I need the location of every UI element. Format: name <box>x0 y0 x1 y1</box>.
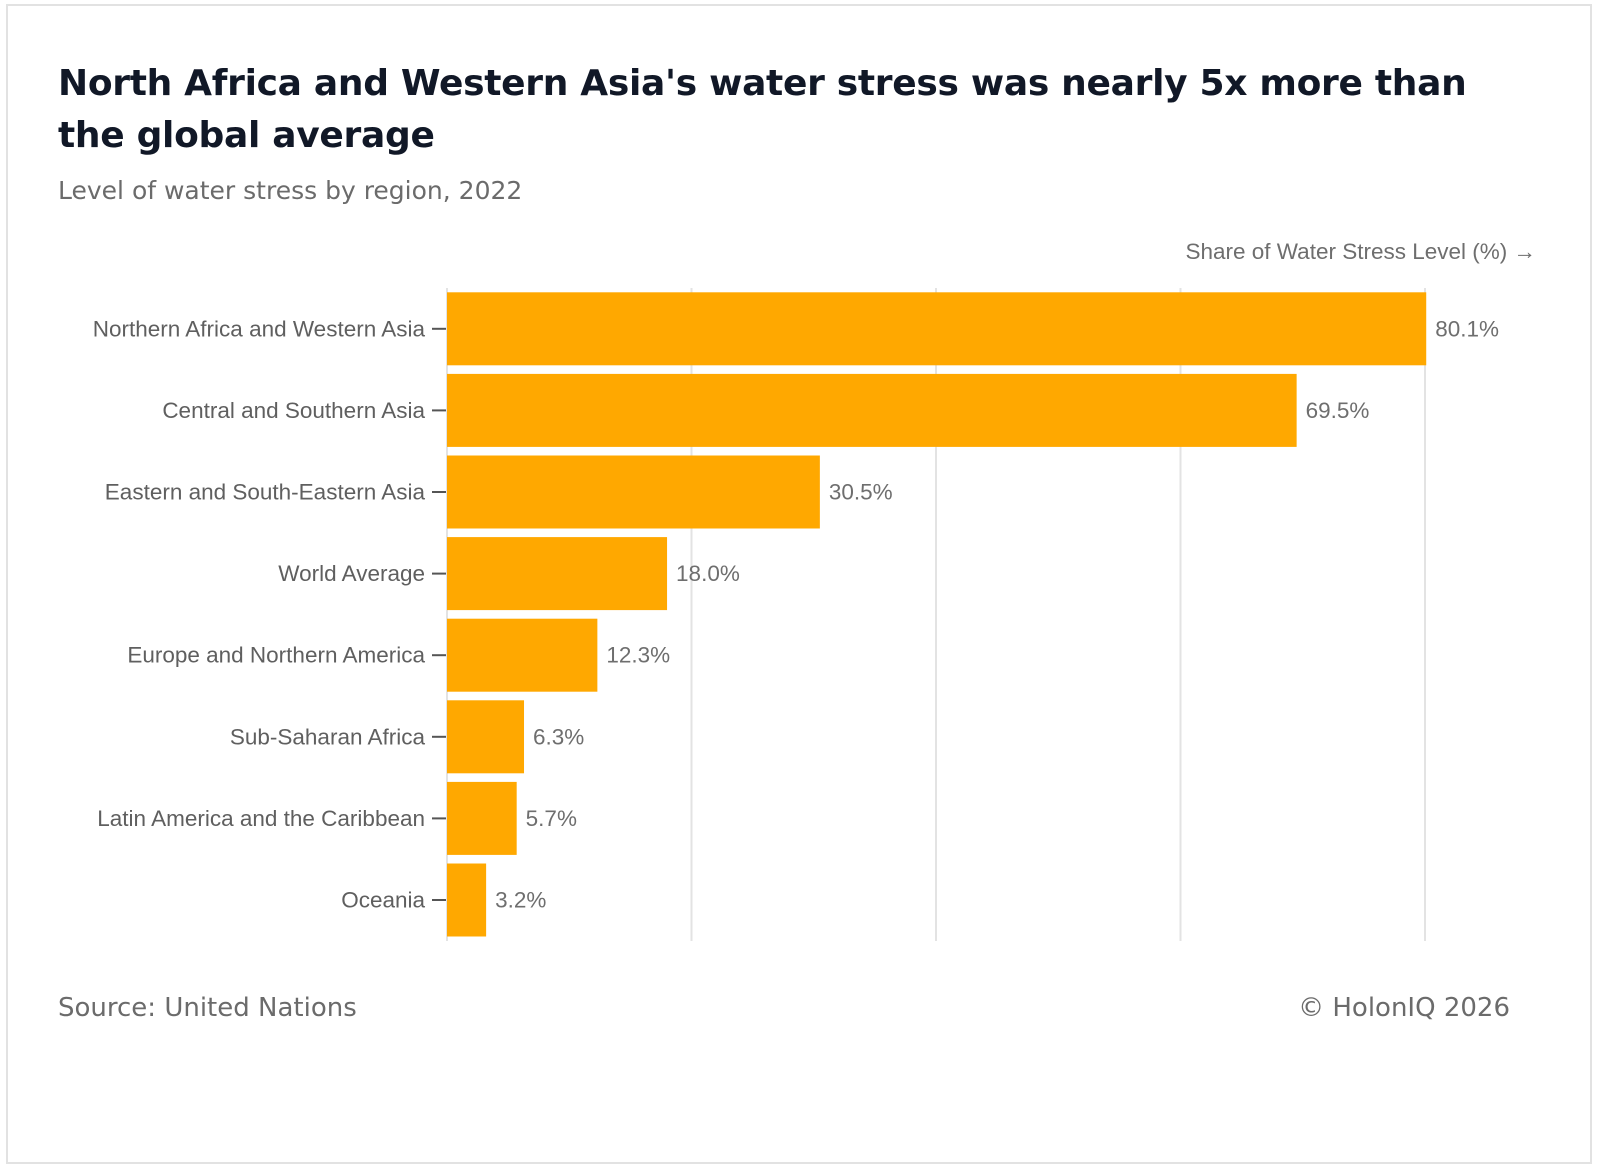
category-label: Central and Southern Asia <box>162 398 425 423</box>
category-label: Europe and Northern America <box>127 643 425 668</box>
category-label: Latin America and the Caribbean <box>97 806 425 831</box>
bar <box>447 700 525 774</box>
bar <box>447 537 668 611</box>
value-label: 5.7% <box>526 806 577 831</box>
value-label: 6.3% <box>533 724 584 749</box>
value-label: 69.5% <box>1306 398 1370 423</box>
value-label: 80.1% <box>1435 316 1499 341</box>
category-label: Oceania <box>341 888 425 913</box>
bar <box>447 292 1427 366</box>
chart-title: North Africa and Western Asia's water st… <box>58 63 1467 156</box>
category-label: Sub-Saharan Africa <box>230 724 426 749</box>
labels: Northern Africa and Western Asia 80.1% Cen… <box>93 316 1499 912</box>
value-label: 30.5% <box>829 480 893 505</box>
chart-subtitle: Level of water stress by region, 2022 <box>58 176 523 205</box>
bar <box>447 455 820 529</box>
copyright-credit: © HolonIQ 2026 <box>1298 993 1510 1023</box>
category-label: Northern Africa and Western Asia <box>93 316 426 341</box>
bars <box>447 292 1427 937</box>
category-label: Eastern and South-Eastern Asia <box>105 480 426 505</box>
x-axis-title: Share of Water Stress Level (%) → <box>1185 239 1536 264</box>
value-label: 18.0% <box>676 561 740 586</box>
source-note: Source: United Nations <box>58 993 357 1023</box>
bar <box>447 863 487 937</box>
chart-card <box>6 4 1592 1164</box>
bar <box>447 781 517 855</box>
value-label: 12.3% <box>606 643 670 668</box>
category-label: World Average <box>278 561 425 586</box>
value-label: 3.2% <box>495 888 546 913</box>
bar <box>447 618 598 692</box>
bar <box>447 373 1297 447</box>
